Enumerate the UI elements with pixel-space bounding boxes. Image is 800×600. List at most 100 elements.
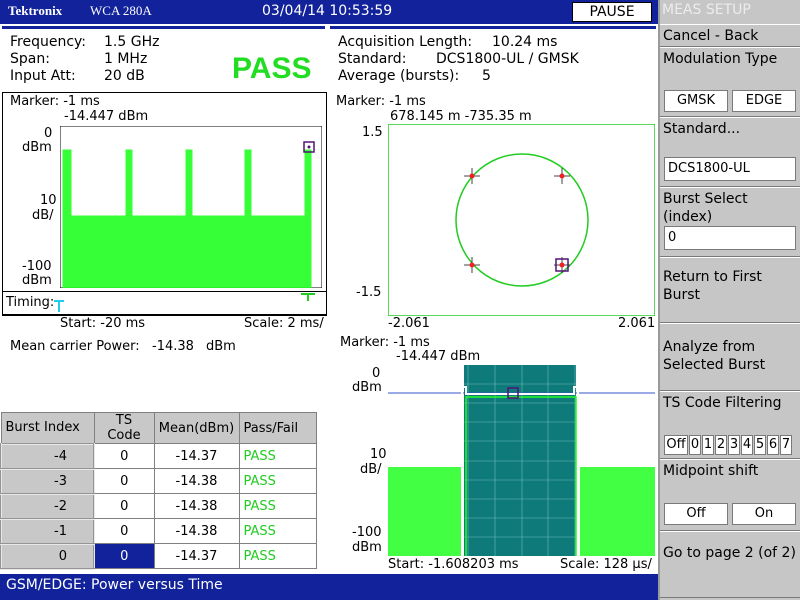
zoom-burst-trace [465, 396, 577, 556]
frequency-value: 1.5 GHz [104, 34, 160, 50]
table-row[interactable]: -2 0 -14.38 PASS [0, 492, 317, 520]
analyze-selected-burst-button[interactable]: Analyze from Selected Burst [660, 323, 800, 391]
zoom-y-top-unit: dBm [352, 380, 382, 395]
go-to-page-2-button[interactable]: Go to page 2 (of 2) [660, 531, 800, 598]
timing-bar [2, 291, 327, 315]
row-pass-fail: PASS [238, 493, 317, 519]
zoom-y-bottom-value: -100 [352, 525, 382, 540]
table-header-row: Burst Index TS Code Mean(dBm) Pass/Fail [0, 412, 317, 444]
midpoint-on-option[interactable]: On [732, 503, 796, 525]
return-first-burst-button[interactable]: Return to First Burst [660, 257, 800, 323]
ts-filter-2[interactable]: 2 [715, 435, 727, 455]
average-label: Average (bursts): [338, 68, 460, 84]
pvt-y-div-unit: dB/ [32, 208, 54, 223]
ts-filter-5[interactable]: 5 [754, 435, 766, 455]
ts-filter-0[interactable]: 0 [689, 435, 701, 455]
pvt-start-label: Start: -20 ms [60, 316, 146, 331]
pvt-marker-value: -14.447 dBm [64, 109, 149, 124]
table-row-selected[interactable]: 0 0 -14.37 PASS [0, 542, 317, 570]
burst-select-button[interactable]: Burst Select (index) [660, 187, 800, 257]
row-burst-index[interactable]: 0 [0, 542, 95, 570]
ts-filter-3[interactable]: 3 [728, 435, 740, 455]
edge-option[interactable]: EDGE [732, 90, 796, 112]
ts-code-filtering-label: TS Code Filtering [663, 395, 782, 411]
burst-select-field[interactable]: 0 [664, 226, 796, 250]
ts-filter-4[interactable]: 4 [741, 435, 753, 455]
pause-button[interactable]: PAUSE [572, 2, 652, 22]
midpoint-off-option[interactable]: Off [664, 503, 728, 525]
standard-label: Standard... [663, 121, 741, 137]
zoom-marker-box [507, 387, 519, 399]
acquisition-length-label: Acquisition Length: [338, 34, 473, 50]
cancel-back-button[interactable]: Cancel - Back [660, 24, 800, 47]
pvt-marker-box [303, 141, 315, 153]
row-pass-fail: PASS [238, 468, 317, 494]
row-mean: -14.37 [153, 543, 240, 569]
pvt-y-bottom-unit: dBm [22, 273, 52, 288]
midpoint-shift-label: Midpoint shift [663, 463, 759, 479]
pvt-trace [62, 149, 312, 288]
standard-field[interactable]: DCS1800-UL [664, 157, 796, 181]
row-pass-fail: PASS [238, 543, 317, 569]
row-ts-code: 0 [93, 468, 155, 494]
ts-filter-1[interactable]: 1 [702, 435, 714, 455]
table-row[interactable]: -3 0 -14.38 PASS [0, 467, 317, 495]
const-y-top: 1.5 [362, 125, 383, 140]
row-burst-index[interactable]: -3 [0, 467, 95, 495]
standard-button[interactable]: Standard... [660, 117, 800, 187]
menu-title: MEAS SETUP [662, 2, 751, 18]
row-burst-index[interactable]: -2 [0, 492, 95, 520]
zoom-noise-left [388, 467, 462, 556]
row-mean: -14.38 [153, 493, 240, 519]
timing-label: Timing: [6, 295, 55, 310]
table-row[interactable]: -4 0 -14.37 PASS [0, 442, 317, 470]
side-menu: MEAS SETUP Cancel - Back Modulation Type… [658, 0, 800, 600]
zoom-scale-label: Scale: 128 µs/ [560, 557, 652, 572]
row-burst-index[interactable]: -4 [0, 442, 95, 470]
brand-logo: Tektronix [8, 3, 63, 18]
mean-power-label: Mean carrier Power: [10, 339, 140, 354]
ts-filter-off[interactable]: Off [664, 435, 688, 455]
pvt-scale-label: Scale: 2 ms/ [244, 316, 324, 331]
zoom-y-div-value: 10 [370, 447, 387, 462]
table-row[interactable]: -1 0 -14.38 PASS [0, 517, 317, 545]
row-pass-fail: PASS [238, 443, 317, 469]
const-marker-value: 678.145 m -735.35 m [390, 109, 532, 124]
col-mean: Mean(dBm) [153, 412, 240, 444]
row-mean: -14.37 [153, 443, 240, 469]
row-burst-index[interactable]: -1 [0, 517, 95, 545]
timing-end-marker-stem [307, 293, 309, 301]
pvt-y-top-value: 0 [44, 126, 53, 141]
pvt-trace-graph [60, 126, 322, 288]
zoom-trace-graph [388, 365, 655, 556]
pvt-y-top-unit: dBm [22, 140, 52, 155]
left-divider-bar [2, 26, 325, 29]
pvt-y-div-value: 10 [40, 193, 57, 208]
midpoint-shift-button[interactable]: Midpoint shift [660, 459, 800, 531]
row-mean: -14.38 [153, 468, 240, 494]
ts-filter-6[interactable]: 6 [767, 435, 779, 455]
col-pass-fail: Pass/Fail [238, 412, 317, 444]
ts-code-filtering-button[interactable]: TS Code Filtering [660, 391, 800, 459]
modulation-type-button[interactable]: Modulation Type [660, 47, 800, 117]
pass-result: PASS [232, 52, 312, 85]
input-att-label: Input Att: [10, 68, 76, 84]
zoom-y-top-value: 0 [372, 366, 381, 381]
constellation-graph [388, 124, 655, 316]
instrument-model: WCA 280A [90, 3, 152, 18]
input-att-value: 20 dB [104, 68, 145, 84]
gmsk-option[interactable]: GMSK [664, 90, 728, 112]
right-divider-bar [330, 26, 656, 29]
standard-label: Standard: [338, 51, 407, 67]
span-label: Span: [10, 51, 50, 67]
span-value: 1 MHz [104, 51, 148, 67]
mean-power-value: -14.38 [152, 339, 194, 354]
ts-filter-7[interactable]: 7 [780, 435, 792, 455]
standard-value: DCS1800-UL / GMSK [436, 51, 579, 67]
const-x-right: 2.061 [618, 316, 656, 331]
constellation-circle [455, 153, 589, 287]
row-ts-code: 0 [93, 443, 155, 469]
row-mean: -14.38 [153, 518, 240, 544]
timing-cursor-cap [54, 300, 64, 302]
timing-cursor-icon [58, 300, 60, 312]
